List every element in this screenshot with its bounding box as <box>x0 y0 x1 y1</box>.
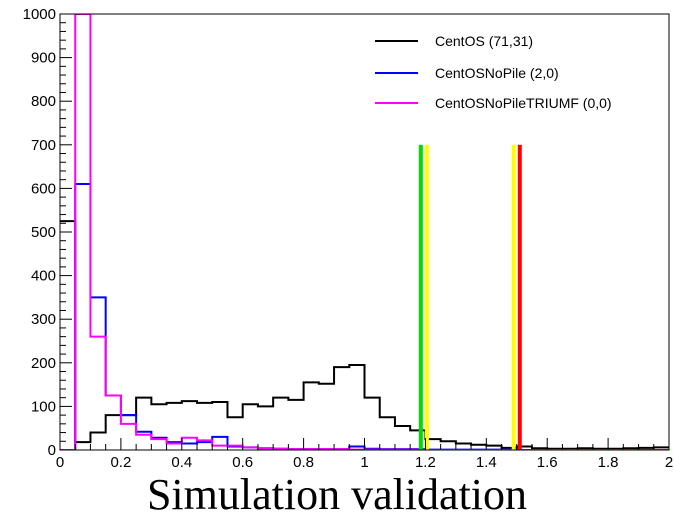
y-tick-label: 0 <box>48 442 56 459</box>
x-tick-label: 1.6 <box>537 454 558 470</box>
y-tick-label: 700 <box>31 137 56 154</box>
x-tick-label: 0.8 <box>293 454 314 470</box>
y-tick-label: 400 <box>31 268 56 285</box>
series-2-histogram <box>60 183 669 450</box>
y-tick-label: 800 <box>31 93 56 110</box>
x-tick-label: 0.2 <box>110 454 131 470</box>
x-tick-label: 0.6 <box>232 454 253 470</box>
x-tick-label: 1.4 <box>476 454 497 470</box>
legend-label: CentOS (71,31) <box>435 33 533 49</box>
legend-label: CentOSNoPile (2,0) <box>435 65 559 81</box>
x-tick-label: 1.8 <box>598 454 619 470</box>
y-tick-label: 300 <box>31 311 56 328</box>
x-tick-label: 1.2 <box>415 454 436 470</box>
y-tick-label: 500 <box>31 224 56 241</box>
x-tick-label: 1 <box>360 454 368 470</box>
histogram-chart: 0 0.2 0.4 0.6 0.8 1 1.2 1.4 1.6 1.8 2 0 100 200 300 400… <box>23 6 674 470</box>
x-tick-label: 0.4 <box>171 454 192 470</box>
x-tick-label: 0 <box>56 454 64 470</box>
series-1-histogram <box>60 220 669 450</box>
legend-label: CentOSNoPileTRIUMF (0,0) <box>435 95 612 111</box>
x-tick-label: 2 <box>665 454 673 470</box>
y-tick-label: 100 <box>31 398 56 415</box>
y-tick-label: 600 <box>31 180 56 197</box>
y-tick-label: 1000 <box>23 6 56 23</box>
y-tick-label: 900 <box>31 50 56 67</box>
chart-caption: Simulation validation <box>146 470 528 519</box>
y-tick-label: 200 <box>31 355 56 372</box>
